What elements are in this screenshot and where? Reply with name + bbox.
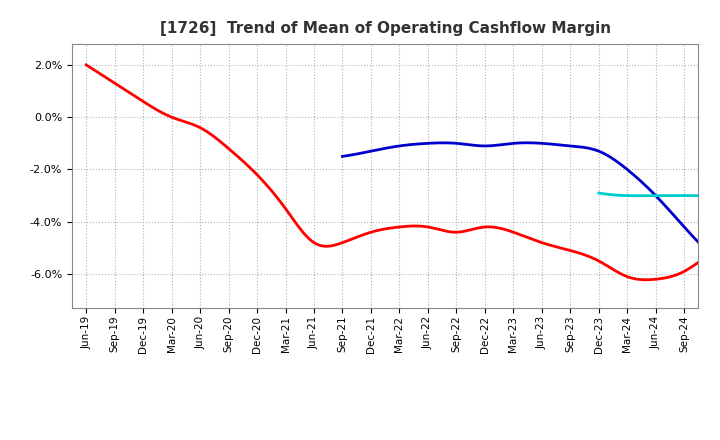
Title: [1726]  Trend of Mean of Operating Cashflow Margin: [1726] Trend of Mean of Operating Cashfl… — [160, 21, 611, 36]
